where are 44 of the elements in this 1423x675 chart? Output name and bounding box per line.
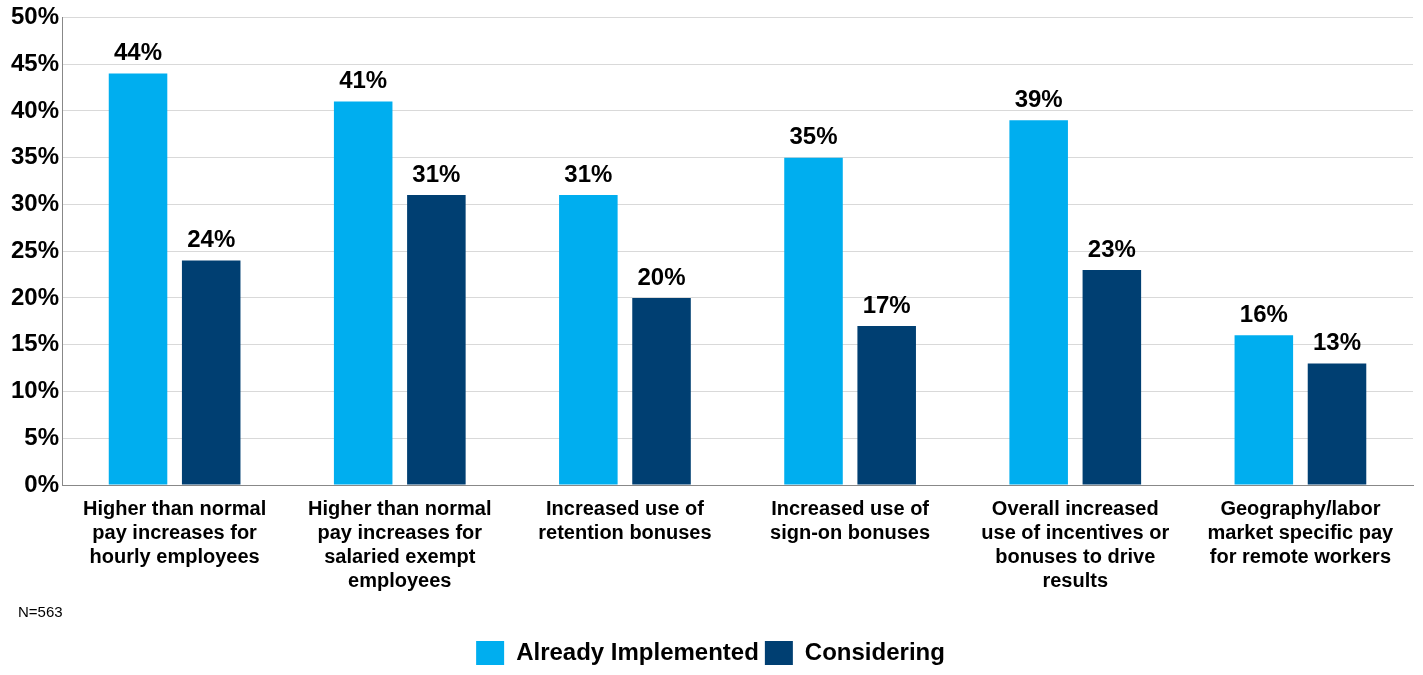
y-tick-label: 40% <box>10 95 60 123</box>
y-tick-label: 50% <box>10 2 60 30</box>
y-tick-label: 35% <box>10 142 60 170</box>
y-tick-label: 10% <box>10 376 60 404</box>
bar <box>333 101 393 485</box>
text: 39% <box>1014 84 1063 112</box>
y-tick-label: 25% <box>10 235 60 263</box>
y-tick-label: 15% <box>10 329 60 357</box>
text: 35% <box>789 122 838 150</box>
bar <box>857 326 916 485</box>
y-tick-label: 20% <box>10 282 60 310</box>
x-tick-label: Higher than normal pay increases for hourly employees <box>82 496 267 567</box>
y-tick-label: 30% <box>10 189 60 217</box>
x-tick-label: Higher than normal pay increases for salaried exempt employees <box>308 496 492 591</box>
text: 20% <box>637 262 686 290</box>
text: 16% <box>1239 299 1288 327</box>
text: N=563 <box>18 603 63 621</box>
text: 31% <box>564 159 613 187</box>
bar <box>632 297 691 485</box>
bar <box>407 195 466 485</box>
y-tick-label: 5% <box>24 422 60 450</box>
text: 23% <box>1087 234 1136 262</box>
x-tick-label: Overall increased use of incentives or bonuses to drive results <box>981 496 1170 591</box>
bar <box>1009 120 1068 485</box>
text: 17% <box>862 290 911 318</box>
bar <box>1082 269 1142 485</box>
bar <box>559 195 618 485</box>
legend-label: Already Implemented <box>516 637 759 665</box>
text: 13% <box>1312 328 1362 356</box>
bar <box>1307 363 1367 485</box>
bar <box>784 157 843 485</box>
bar <box>1234 335 1294 485</box>
text: 44% <box>114 38 163 66</box>
bar <box>181 260 241 485</box>
y-tick-label: 45% <box>10 48 60 76</box>
x-tick-label: Increased use of sign-on bonuses <box>770 496 931 543</box>
text: 24% <box>187 225 236 253</box>
y-tick-label: 0% <box>24 469 60 497</box>
text: 41% <box>339 66 388 94</box>
legend-label: Considering <box>804 637 945 665</box>
text: 31% <box>412 159 461 187</box>
bar <box>108 73 168 485</box>
x-tick-label: Geography/labor market specific pay for remote workers <box>1207 496 1395 567</box>
x-tick-label: Increased use of retention bonuses <box>538 496 712 543</box>
